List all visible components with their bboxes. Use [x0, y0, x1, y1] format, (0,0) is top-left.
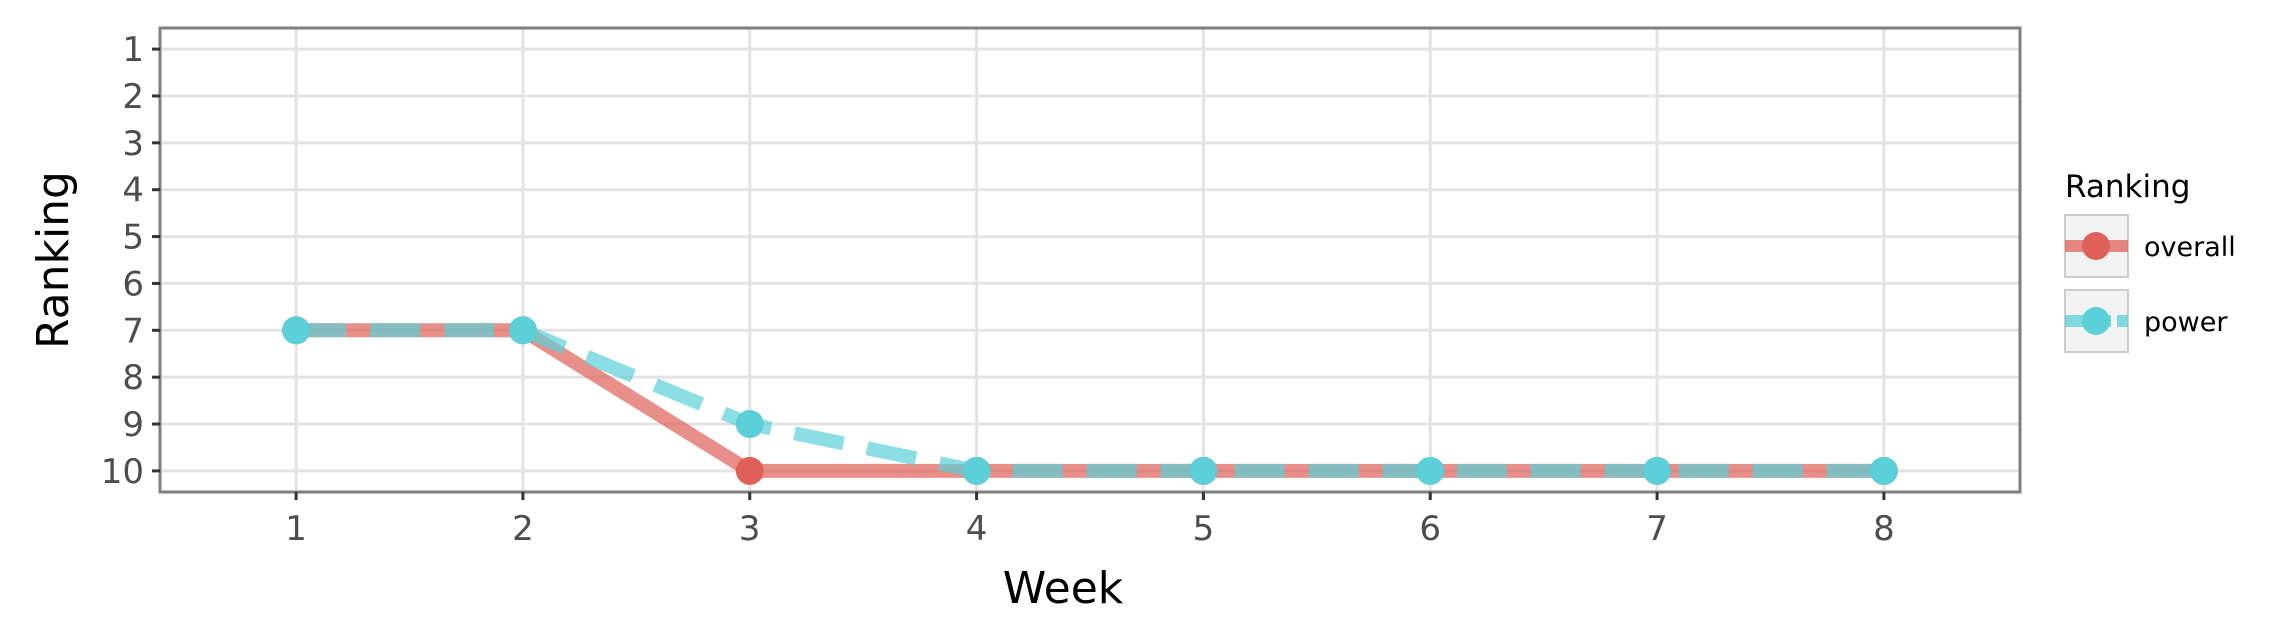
x-tick-label: 8 — [1873, 509, 1895, 549]
x-tick-label: 3 — [739, 509, 761, 549]
data-point-power — [962, 456, 991, 485]
y-tick-label: 5 — [122, 218, 144, 258]
x-tick-label: 6 — [1419, 509, 1441, 549]
legend-marker-overall — [2082, 232, 2110, 260]
data-point-power — [282, 316, 311, 345]
x-tick-label: 1 — [285, 509, 307, 549]
x-tick-label: 4 — [966, 509, 988, 549]
data-point-power — [508, 316, 537, 345]
x-tick-label: 7 — [1646, 509, 1668, 549]
y-tick-label: 3 — [122, 124, 144, 164]
x-tick-label: 2 — [512, 509, 534, 549]
y-tick-label: 6 — [122, 264, 144, 304]
legend-title: Ranking — [2065, 169, 2190, 205]
series-line-power — [296, 323, 1884, 478]
axes: 1 2 3 4 5 6 7 8 1 2 3 4 5 6 7 8 9 10 — [101, 30, 1895, 549]
plot-border — [158, 26, 2022, 494]
y-tick-label: 9 — [122, 405, 144, 445]
y-tick-label: 8 — [122, 358, 144, 398]
y-tick-label: 10 — [101, 452, 144, 492]
y-tick-label: 7 — [122, 311, 144, 351]
legend-label-overall: overall — [2144, 232, 2236, 263]
series-points — [282, 316, 1898, 485]
data-point-power — [1643, 456, 1672, 485]
data-point-power — [735, 410, 764, 439]
y-tick-label: 2 — [122, 77, 144, 117]
data-point-power — [1416, 456, 1445, 485]
data-point-overall — [735, 456, 764, 485]
x-axis-title: Week — [1003, 563, 1124, 614]
legend-marker-power — [2082, 307, 2110, 335]
y-tick-label: 1 — [122, 30, 144, 70]
plot-panel — [160, 28, 2020, 492]
legend: Ranking overall power — [2064, 169, 2236, 353]
legend-label-power: power — [2144, 307, 2228, 338]
data-point-power — [1189, 456, 1218, 485]
data-point-power — [1869, 456, 1898, 485]
y-tick-label: 4 — [122, 171, 144, 211]
x-tick-label: 5 — [1193, 509, 1215, 549]
y-axis-title: Ranking — [28, 171, 79, 349]
series-lines — [296, 323, 1884, 478]
